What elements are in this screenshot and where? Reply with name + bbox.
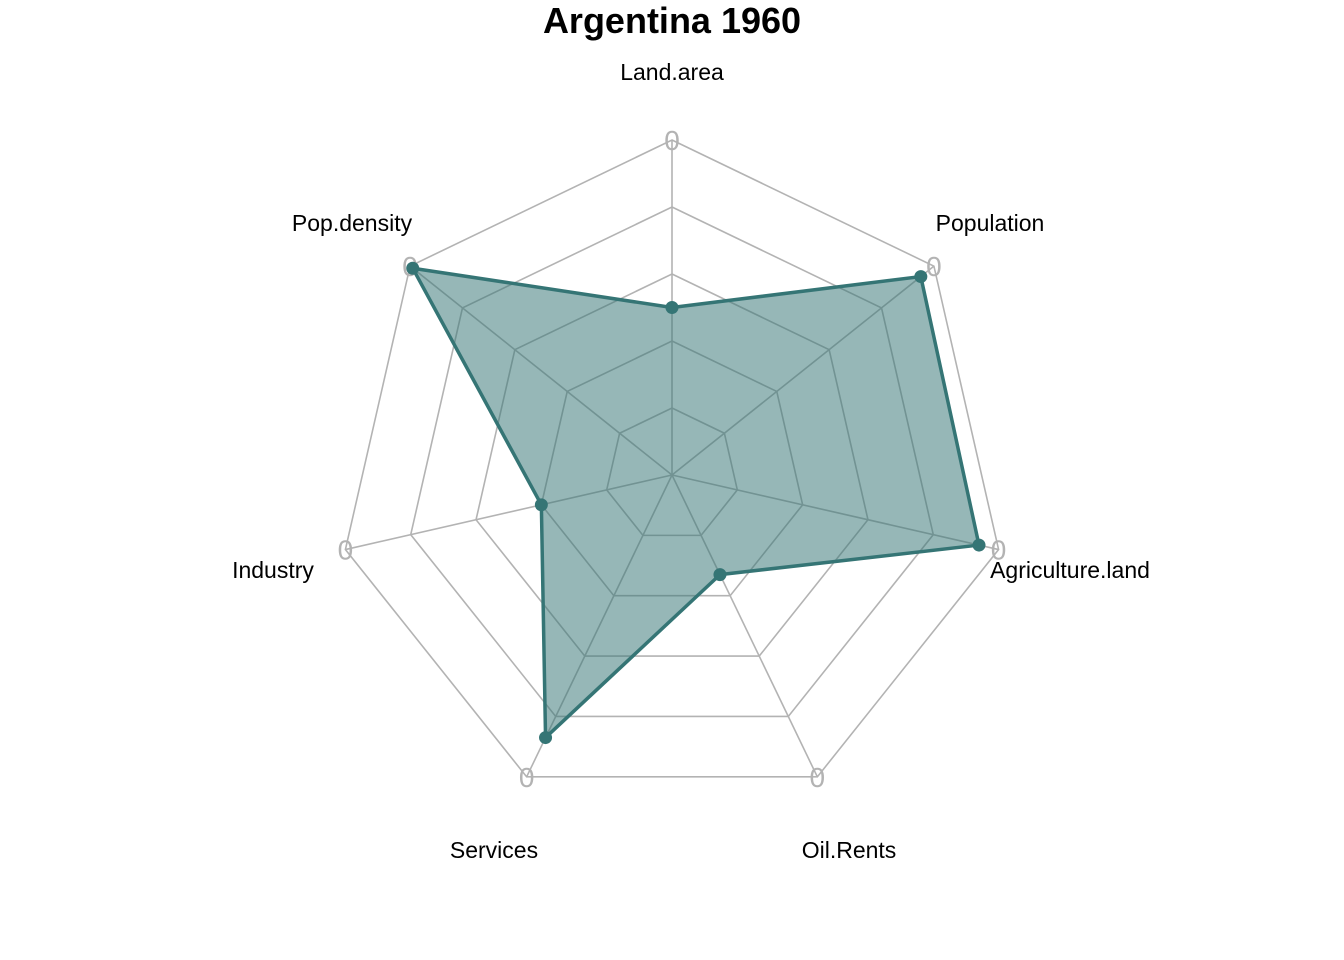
data-point — [665, 301, 679, 314]
axis-label-population: Population — [936, 210, 1045, 236]
axis-label-services: Services — [450, 837, 538, 863]
axis-label-agriculture-land: Agriculture.land — [990, 557, 1150, 583]
radar-axis-labels: Land.area Population Agriculture.land Oil.R… — [232, 59, 1150, 863]
data-point — [972, 538, 986, 552]
series-area — [410, 266, 981, 740]
tick-label: 0 — [664, 125, 680, 156]
axis-label-oil-rents: Oil.Rents — [802, 837, 897, 863]
axis-label-land-area: Land.area — [620, 59, 724, 85]
data-point — [406, 261, 420, 275]
data-point — [713, 568, 727, 582]
data-point — [914, 270, 928, 284]
data-point — [534, 498, 548, 512]
tick-label: 0 — [991, 535, 1007, 566]
chart-title: Argentina 1960 — [543, 0, 801, 41]
tick-label: 0 — [810, 762, 826, 793]
axis-label-industry: Industry — [232, 557, 314, 583]
data-point — [539, 731, 553, 745]
grid-ring — [344, 139, 1000, 778]
axis-label-pop-density: Pop.density — [292, 210, 413, 236]
tick-label: 0 — [926, 251, 942, 282]
tick-label: 0 — [338, 535, 354, 566]
radar-series — [406, 261, 986, 745]
tick-label: 0 — [519, 762, 535, 793]
